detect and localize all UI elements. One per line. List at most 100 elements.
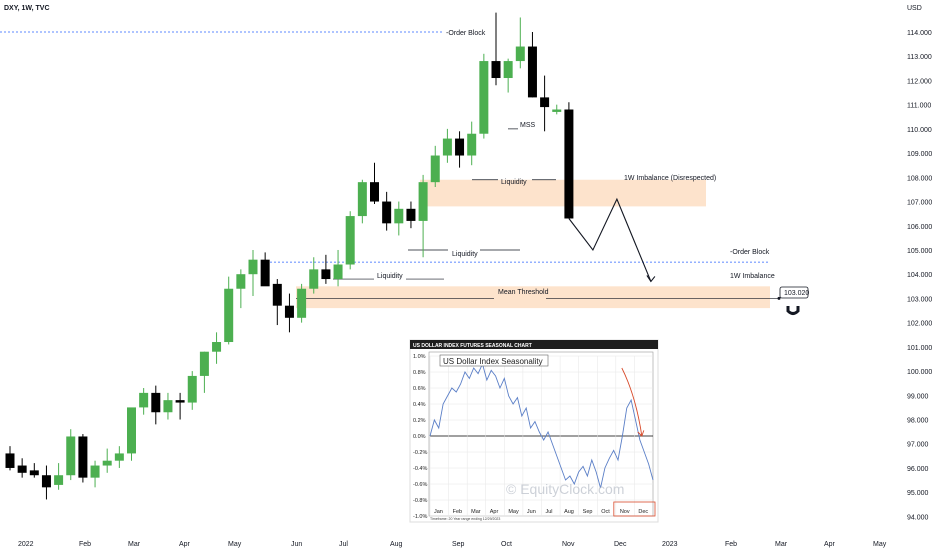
seasonal-inset: US DOLLAR INDEX FUTURES SEASONAL CHART 1… — [409, 339, 659, 523]
candle-body-41 — [503, 61, 513, 79]
inset-month-label: Oct — [601, 509, 610, 515]
candle-body-20 — [248, 259, 258, 275]
candle-body-10 — [127, 407, 136, 454]
candle-body-43 — [527, 46, 537, 98]
candle-body-14 — [175, 400, 185, 403]
candle-body-24 — [297, 288, 307, 318]
price-tag-text: 103.020 — [784, 290, 809, 297]
magnet-icon[interactable] — [786, 306, 800, 315]
inset-y-tick: 0.4% — [413, 402, 426, 408]
candle-body-46 — [564, 109, 574, 219]
candle-body-44 — [540, 97, 550, 108]
x-tick-label: Apr — [179, 541, 191, 548]
candle-body-27 — [333, 264, 343, 280]
symbol-title: DXY, 1W, TVC — [4, 5, 50, 12]
candle-body-9 — [114, 453, 124, 461]
candle-body-25 — [309, 269, 319, 289]
price-tag: 103.020 — [779, 286, 809, 299]
inset-y-tick: 0.0% — [413, 434, 426, 440]
order-block-2-label: -Order Block — [730, 249, 770, 256]
projection — [568, 197, 656, 283]
y-tick-label: 95.000 — [907, 490, 929, 497]
candle-body-26 — [321, 269, 331, 280]
inset-month-label: Apr — [490, 509, 499, 515]
y-axis: 114.000 113.000 112.000 111.000 110.000 109.0… — [907, 30, 932, 521]
projection-path — [568, 197, 652, 282]
inset-y-tick: 0.8% — [413, 370, 426, 376]
inset-y-tick: 0.6% — [413, 386, 426, 392]
candle-body-28 — [345, 216, 355, 265]
candle-body-21 — [260, 259, 270, 287]
candle-body-22 — [272, 283, 282, 306]
inset-month-label: Jul — [546, 509, 553, 515]
axis-currency: USD — [907, 5, 922, 12]
inset-y-tick: -1.0% — [413, 514, 427, 520]
y-tick-label: 111.000 — [907, 103, 931, 110]
candle-body-1 — [17, 465, 27, 473]
inset-month-label: Feb — [453, 509, 462, 515]
candle-body-31 — [382, 201, 392, 224]
candle-body-16 — [199, 351, 209, 376]
y-tick-label: 105.000 — [907, 248, 932, 255]
mss-label: MSS — [520, 122, 536, 129]
y-tick-label: 96.000 — [907, 466, 929, 473]
y-tick-label: 100.000 — [907, 369, 932, 376]
liquidity-label-c: Liquidity — [377, 273, 403, 280]
inset-y-tick: 0.2% — [413, 418, 426, 424]
inset-footnote: Timeframe: 20 Year range ending 12/29/20… — [430, 517, 500, 521]
y-tick-label: 98.000 — [907, 418, 929, 425]
inset-month-label: May — [508, 509, 519, 515]
candle-body-42 — [515, 46, 525, 62]
imbalance-zone-0 — [420, 179, 706, 207]
y-tick-label: 103.000 — [907, 296, 932, 303]
x-tick-label: Mar — [128, 541, 141, 548]
x-tick-label: 2023 — [662, 541, 678, 548]
x-tick-label: Nov — [562, 541, 575, 548]
inset-y-tick: -0.6% — [413, 482, 427, 488]
levels — [0, 31, 781, 300]
candle-body-3 — [41, 475, 51, 488]
y-tick-label: 102.000 — [907, 321, 932, 328]
x-tick-label: May — [873, 541, 887, 548]
candle-body-12 — [151, 392, 161, 413]
candle-body-5 — [66, 436, 76, 476]
inset-y-tick: 1.0% — [413, 354, 426, 360]
inset-y-tick: -0.4% — [413, 466, 427, 472]
inset-series-line — [429, 362, 654, 489]
x-tick-label: Aug — [390, 541, 403, 548]
candle-body-19 — [236, 274, 246, 289]
y-tick-label: 106.000 — [907, 224, 932, 231]
inset-y-tick: -0.8% — [413, 498, 427, 504]
candle-body-11 — [139, 392, 149, 408]
candle-body-32 — [394, 208, 404, 224]
imbalance-label: 1W Imbalance — [730, 273, 775, 280]
candle-body-15 — [187, 375, 197, 403]
x-axis: 2022 Feb Mar Apr May Jun Jul Aug Sep Oct Nov Dec 202… — [18, 541, 887, 548]
candle-body-0 — [5, 453, 15, 468]
projection-arrowhead — [646, 275, 656, 283]
y-tick-label: 104.000 — [907, 272, 932, 279]
inset-arrowhead — [637, 430, 645, 437]
inset-highlight-box — [613, 501, 656, 517]
inset-y-tick: -0.2% — [413, 450, 427, 456]
candle-body-29 — [357, 182, 367, 217]
x-tick-label: Feb — [725, 541, 737, 548]
x-tick-label: 2022 — [18, 541, 34, 548]
candle-body-37 — [455, 138, 465, 156]
y-tick-label: 113.000 — [907, 54, 932, 61]
candle-body-7 — [90, 465, 100, 478]
candle-body-8 — [102, 460, 112, 466]
inset-header: US DOLLAR INDEX FUTURES SEASONAL CHART — [413, 343, 532, 349]
mean-threshold-label: Mean Threshold — [498, 289, 549, 296]
inset-month-label: Sep — [583, 509, 593, 515]
candle-body-23 — [284, 305, 294, 318]
x-tick-label: Mar — [775, 541, 788, 548]
candles — [5, 12, 574, 500]
y-tick-label: 97.000 — [907, 442, 929, 449]
inset-month-label: Nov — [620, 509, 630, 515]
x-tick-label: Jul — [339, 541, 348, 548]
candle-body-45 — [552, 109, 562, 112]
order-block-top-label: -Order Block — [446, 30, 486, 37]
